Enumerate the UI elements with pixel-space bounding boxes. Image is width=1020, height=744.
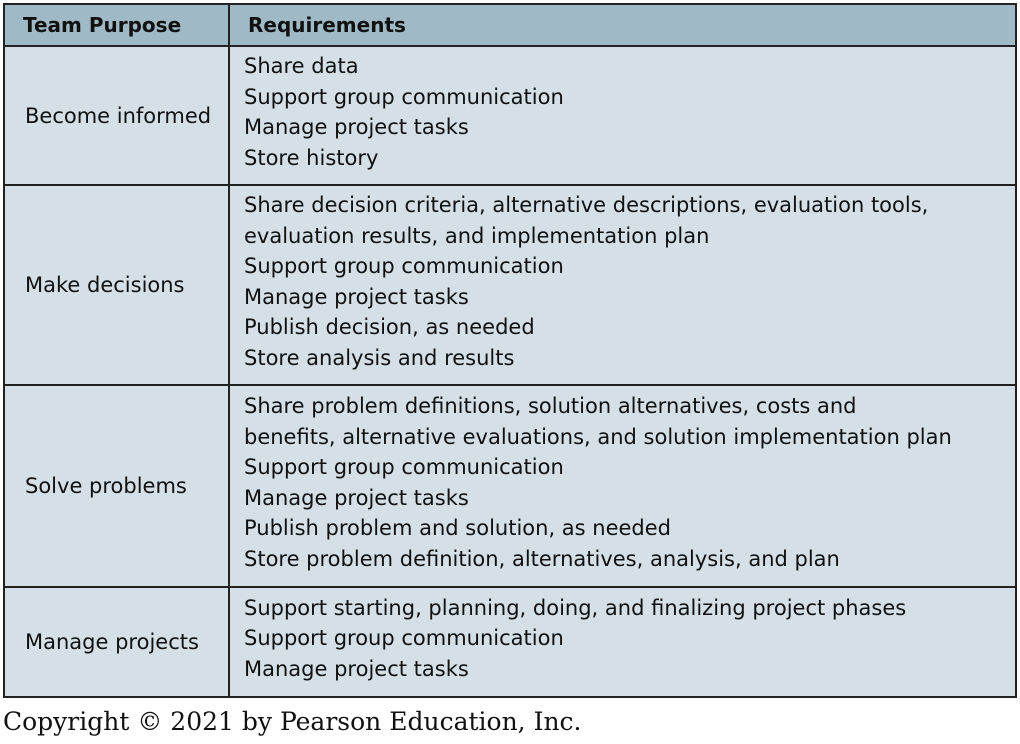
requirement-line: Share decision criteria, alternative des… xyxy=(244,193,929,217)
requirement-line: Manage project tasks xyxy=(244,115,469,139)
purpose-cell: Solve problems xyxy=(3,384,230,588)
table-row: Solve problems Share problem definitions… xyxy=(3,384,1017,588)
requirement-line: Support group communication xyxy=(244,626,564,651)
team-purpose-table: Team Purpose Requirements Become informe… xyxy=(3,3,1017,698)
table-row: Become informed Share data Support group… xyxy=(3,45,1017,186)
requirements-cell: Support starting, planning, doing, and f… xyxy=(228,586,1017,698)
requirement-line: Support group communication xyxy=(244,455,564,479)
requirement-line: Support group communication xyxy=(244,84,564,109)
requirement-line: Manage project tasks xyxy=(244,284,469,309)
requirement-line: Manage project tasks xyxy=(244,656,469,681)
requirements-cell: Share data Support group communication M… xyxy=(228,45,1017,186)
requirement-line: Share problem definitions, solution alte… xyxy=(244,394,857,418)
table-row: Manage projects Support starting, planni… xyxy=(3,586,1017,698)
requirement-line: Publish problem and solution, as needed xyxy=(244,516,672,540)
purpose-cell: Manage projects xyxy=(3,586,230,698)
requirement-line: Share data xyxy=(244,54,359,78)
requirement-line: Manage project tasks xyxy=(244,485,469,510)
purpose-cell: Become informed xyxy=(3,45,230,186)
header-requirements: Requirements xyxy=(228,3,1017,47)
requirement-line: benefits, alternative evaluations, and s… xyxy=(244,424,952,449)
requirement-line: Support group communication xyxy=(244,254,564,278)
requirement-line: Store analysis and results xyxy=(244,345,515,370)
requirements-cell: Share problem definitions, solution alte… xyxy=(228,384,1017,588)
table-header-row: Team Purpose Requirements xyxy=(3,3,1017,47)
requirement-line: Store history xyxy=(244,145,379,170)
table-row: Make decisions Share decision criteria, … xyxy=(3,184,1017,386)
header-team-purpose: Team Purpose xyxy=(3,3,230,47)
requirements-cell: Share decision criteria, alternative des… xyxy=(228,184,1017,386)
requirement-line: evaluation results, and implementation p… xyxy=(244,223,710,248)
requirement-line: Publish decision, as needed xyxy=(244,315,535,339)
purpose-cell: Make decisions xyxy=(3,184,230,386)
copyright-notice: Copyright © 2021 by Pearson Education, I… xyxy=(3,707,582,736)
requirement-line: Store problem definition, alternatives, … xyxy=(244,546,840,571)
requirement-line: Support starting, planning, doing, and f… xyxy=(244,595,907,620)
